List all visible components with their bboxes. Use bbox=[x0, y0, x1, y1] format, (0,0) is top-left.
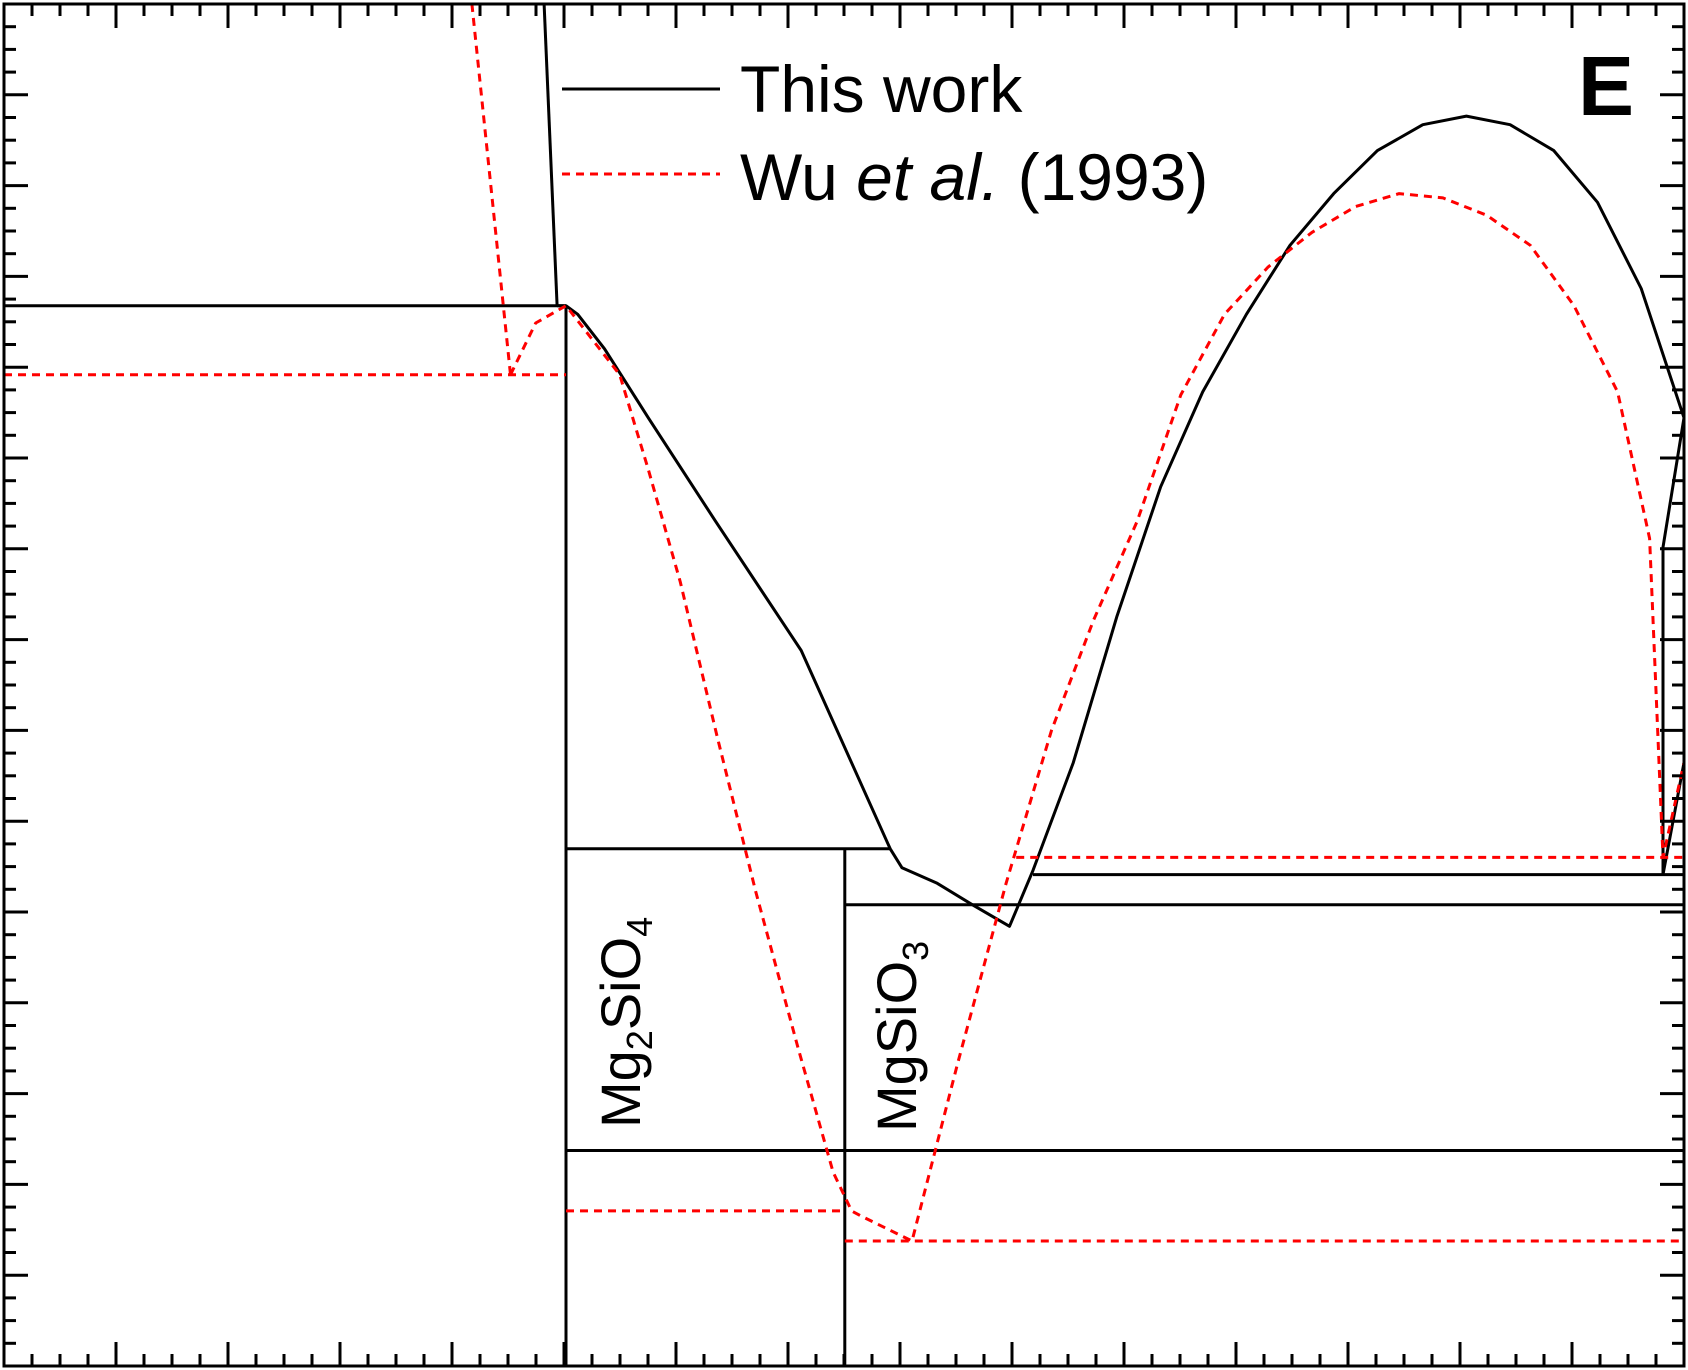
panel-label: E bbox=[1578, 39, 1634, 133]
plot-lines bbox=[4, 3, 1686, 1366]
this-work-line-1 bbox=[557, 114, 1686, 928]
legend-label-wu-1993: Wu et al. (1993) bbox=[740, 140, 1208, 214]
legend: This work Wu et al. (1993) bbox=[562, 52, 1208, 214]
wu-1993-line-0 bbox=[470, 3, 512, 375]
legend-label-this-work: This work bbox=[740, 52, 1023, 126]
this-work-line-0 bbox=[542, 3, 559, 306]
wu-1993-line-1 bbox=[509, 192, 1686, 1243]
annotation-mgsio3: MgSiO3 bbox=[865, 941, 936, 1132]
annotation-mg2sio4: Mg2SiO4 bbox=[589, 917, 660, 1128]
axis-ticks bbox=[4, 4, 1684, 1366]
